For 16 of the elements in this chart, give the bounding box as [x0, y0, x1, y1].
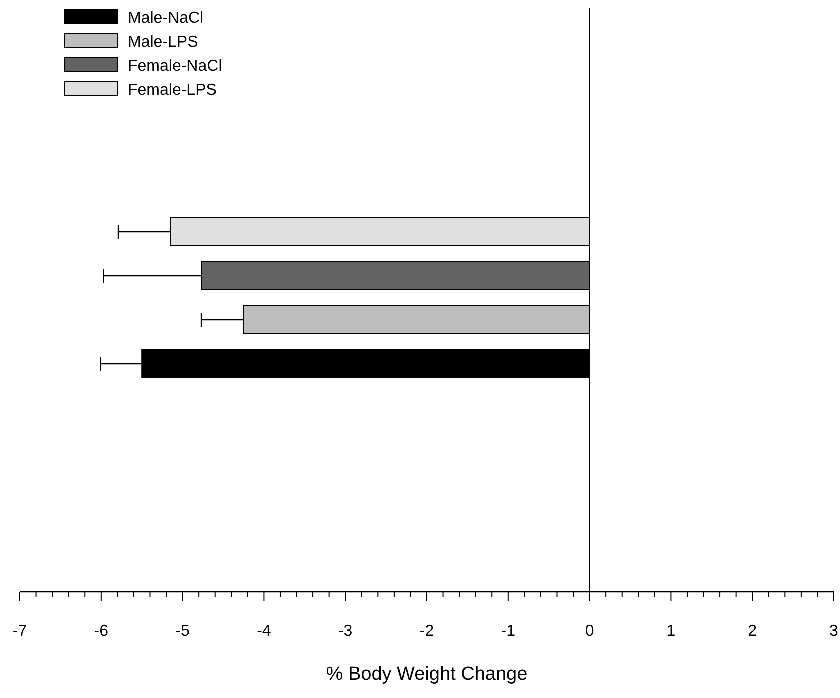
legend-label: Male-NaCl	[128, 10, 204, 27]
x-tick-label: 2	[748, 623, 758, 640]
x-tick-label: -3	[338, 623, 353, 640]
x-tick-label: -5	[176, 623, 190, 640]
x-axis-title: % Body Weight Change	[326, 664, 528, 685]
legend-label: Female-NaCl	[128, 58, 222, 75]
legend-label: Female-LPS	[128, 82, 217, 99]
x-tick-label: -6	[94, 623, 109, 640]
x-tick-label: -7	[12, 623, 28, 640]
x-tick-label: -1	[501, 623, 516, 640]
x-tick-label: -4	[257, 623, 272, 640]
x-tick-label: 3	[830, 623, 839, 640]
x-tick-label: 0	[585, 623, 594, 640]
x-tick-label: 1	[666, 623, 676, 640]
legend-label: Male-LPS	[128, 34, 198, 51]
x-tick-label: -2	[420, 623, 434, 640]
